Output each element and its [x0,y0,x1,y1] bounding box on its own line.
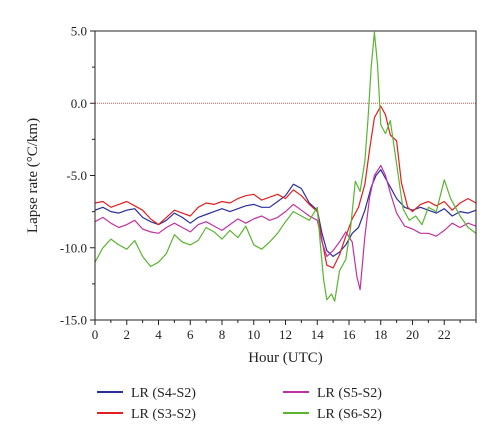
y-tick-label: 0.0 [71,96,87,111]
x-tick-label: 14 [311,327,325,342]
x-tick-label: 12 [279,327,292,342]
x-tick-label: 16 [343,327,357,342]
series-line-3 [95,164,476,291]
x-tick-label: 0 [92,327,99,342]
y-axis-title: Lapse rate (°C/km) [25,118,41,233]
y-tick-label: -15.0 [60,313,87,328]
x-tick-label: 6 [187,327,194,342]
x-tick-label: 20 [406,327,419,342]
y-tick-label: -5.0 [66,168,87,183]
plot-frame [94,30,477,321]
y-tick-label: 5.0 [71,24,87,39]
x-tick-label: 22 [438,327,451,342]
series-line-1 [95,169,476,257]
series-line-4 [95,31,476,302]
x-tick-label: 2 [124,327,131,342]
x-tick-label: 4 [155,327,162,342]
y-tick-label: -10.0 [60,240,87,255]
x-axis-title: Hour (UTC) [248,350,323,366]
legend-label: LR (S5-S2) [317,386,382,401]
x-tick-label: 10 [247,327,260,342]
legend-label: LR (S6-S2) [317,407,382,422]
series-layer [95,31,476,302]
x-tick-label: 18 [374,327,387,342]
x-tick-label: 8 [219,327,226,342]
x-axis: 0 2 4 6 8 10 12 14 16 18 20 22 [92,320,477,342]
y-axis: -15.0 -10.0 -5.0 0.0 5.0 [60,24,95,328]
legend-label: LR (S4-S2) [131,386,196,401]
legend: LR (S4-S2) LR (S5-S2) LR (S3-S2) LR (S6-S2) [97,386,382,422]
series-line-2 [95,105,476,269]
legend-label: LR (S3-S2) [131,407,196,422]
